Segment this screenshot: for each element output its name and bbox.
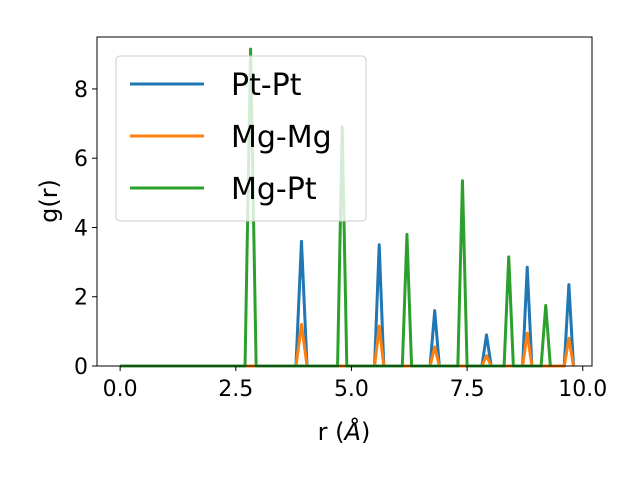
y-axis: 0 2 4 6 8 (74, 78, 97, 380)
y-tick-label: 0 (74, 355, 88, 380)
x-tick-label: 10.0 (558, 377, 607, 402)
legend-box (115, 55, 367, 222)
y-axis-label: g(r) (35, 179, 63, 223)
y-tick-label: 8 (74, 78, 88, 103)
x-tick-label: 7.5 (450, 377, 485, 402)
plot-frame (96, 36, 593, 367)
x-axis: 0.0 2.5 5.0 7.5 10.0 (103, 366, 607, 402)
legend: Pt-Pt Mg-Mg Mg-Pt (115, 55, 367, 222)
x-tick-label: 0.0 (103, 377, 138, 402)
legend-label-mg-pt: Mg-Pt (231, 172, 317, 207)
x-tick-label: 5.0 (334, 377, 369, 402)
legend-label-pt-pt: Pt-Pt (231, 68, 302, 103)
x-axis-label: r (Å) (318, 417, 371, 446)
x-axis-label-unit: Å (343, 417, 361, 446)
legend-label-mg-mg: Mg-Mg (231, 120, 332, 155)
y-tick-label: 6 (74, 147, 88, 172)
y-tick-label: 2 (74, 286, 88, 311)
x-tick-label: 2.5 (218, 377, 253, 402)
x-axis-label-text: r ( (318, 418, 345, 446)
x-axis-label-close: ) (361, 418, 370, 446)
y-tick-label: 4 (74, 216, 88, 241)
